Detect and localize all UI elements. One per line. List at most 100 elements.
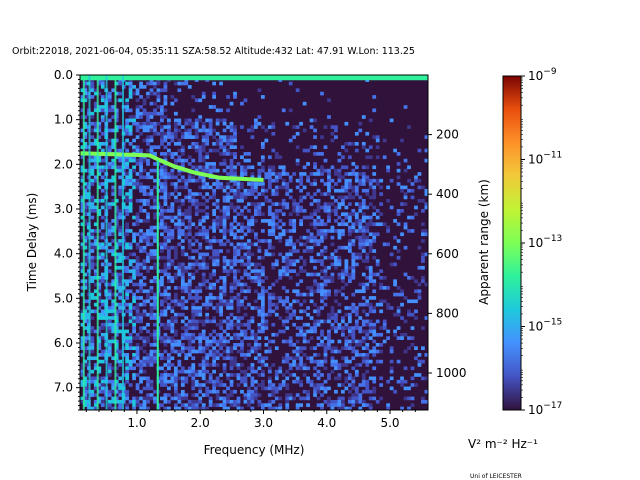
- heat-cell: [128, 128, 133, 133]
- heat-cell: [344, 205, 349, 210]
- heat-cell: [132, 85, 136, 89]
- heat-cell: [187, 326, 192, 330]
- heat-cell: [247, 272, 251, 277]
- heat-cell: [288, 393, 293, 397]
- heat-cell: [400, 292, 404, 297]
- heat-cell: [410, 188, 415, 193]
- heat-cell: [302, 259, 307, 263]
- heat-cell: [229, 373, 234, 377]
- heat-cell: [100, 182, 105, 186]
- heat-cell: [180, 346, 185, 350]
- heat-cell: [198, 282, 203, 287]
- heat-cell: [320, 332, 324, 337]
- heat-cell: [347, 225, 352, 230]
- heat-cell: [139, 185, 143, 190]
- heat-cell: [125, 98, 130, 103]
- heat-cell: [80, 205, 84, 210]
- heat-cell: [177, 209, 182, 213]
- heat-cell: [93, 91, 98, 96]
- heat-cell: [386, 185, 391, 190]
- heat-cell: [302, 292, 307, 297]
- heat-cell: [309, 182, 314, 186]
- heat-cell: [111, 232, 116, 237]
- heat-cell: [215, 222, 220, 227]
- heat-cell: [288, 339, 293, 344]
- heat-cell: [146, 255, 150, 260]
- heat-cell: [417, 289, 422, 294]
- heat-cell: [233, 279, 237, 283]
- heat-cell: [226, 195, 230, 200]
- heat-cell: [222, 205, 227, 210]
- heat-cell: [205, 155, 210, 160]
- heat-cell: [167, 235, 171, 240]
- heat-cell: [247, 259, 251, 263]
- heat-cell: [341, 383, 345, 387]
- heat-cell: [191, 195, 196, 200]
- heat-cell: [267, 306, 272, 310]
- heat-cell: [250, 252, 255, 257]
- heat-cell: [410, 276, 415, 280]
- heat-cell: [198, 346, 203, 350]
- heat-cell: [160, 312, 164, 317]
- heat-cell: [254, 349, 258, 354]
- heat-cell: [347, 212, 352, 216]
- heat-cell: [222, 138, 227, 143]
- heat-cell: [114, 326, 119, 330]
- heat-cell: [139, 85, 143, 89]
- heat-cell: [337, 276, 342, 280]
- heat-cell: [351, 329, 356, 334]
- heat-cell: [132, 165, 136, 170]
- heat-cell: [170, 172, 175, 176]
- heat-cell: [135, 125, 140, 129]
- heat-cell: [114, 252, 119, 257]
- heat-cell: [285, 239, 290, 243]
- heat-cell: [254, 212, 258, 216]
- heat-cell: [299, 182, 304, 186]
- heat-cell: [191, 363, 196, 367]
- heat-cell: [205, 138, 210, 143]
- heat-cell: [191, 319, 196, 324]
- heat-cell: [368, 272, 373, 277]
- heat-cell: [417, 292, 422, 297]
- heat-cell: [250, 306, 255, 310]
- heat-cell: [139, 406, 143, 410]
- heat-cell: [90, 128, 95, 133]
- heat-cell: [142, 282, 147, 287]
- heat-cell: [344, 363, 349, 367]
- heat-cell: [274, 312, 279, 317]
- heat-cell: [118, 386, 123, 391]
- heat-cell: [233, 178, 237, 183]
- heat-cell: [125, 172, 130, 176]
- heat-cell: [243, 393, 248, 397]
- heat-cell: [351, 292, 356, 297]
- heat-cell: [160, 255, 164, 260]
- heat-cell: [236, 162, 241, 166]
- heat-cell: [424, 158, 428, 163]
- heat-cell: [334, 366, 338, 371]
- heat-cell: [146, 111, 150, 116]
- heat-cell: [128, 259, 133, 263]
- heat-cell: [160, 88, 164, 93]
- heat-cell: [180, 379, 185, 384]
- heat-cell: [111, 245, 116, 250]
- heat-cell: [100, 252, 105, 257]
- heat-cell: [365, 356, 370, 361]
- heat-cell: [90, 393, 95, 397]
- heat-cell: [421, 209, 425, 213]
- heat-cell: [201, 95, 206, 99]
- heat-cell: [142, 376, 147, 381]
- heat-cell: [191, 369, 196, 374]
- heat-cell: [146, 125, 150, 129]
- heat-cell: [173, 98, 178, 103]
- heat-cell: [243, 215, 248, 220]
- heat-cell: [247, 366, 251, 371]
- heat-cell: [281, 373, 286, 377]
- heat-cell: [142, 175, 147, 180]
- heat-cell: [97, 396, 102, 401]
- heat-cell: [229, 135, 234, 139]
- heat-cell: [139, 235, 143, 240]
- heat-cell: [361, 219, 366, 223]
- heat-cell: [219, 343, 223, 347]
- heat-cell: [167, 135, 171, 139]
- heat-cell: [271, 222, 276, 227]
